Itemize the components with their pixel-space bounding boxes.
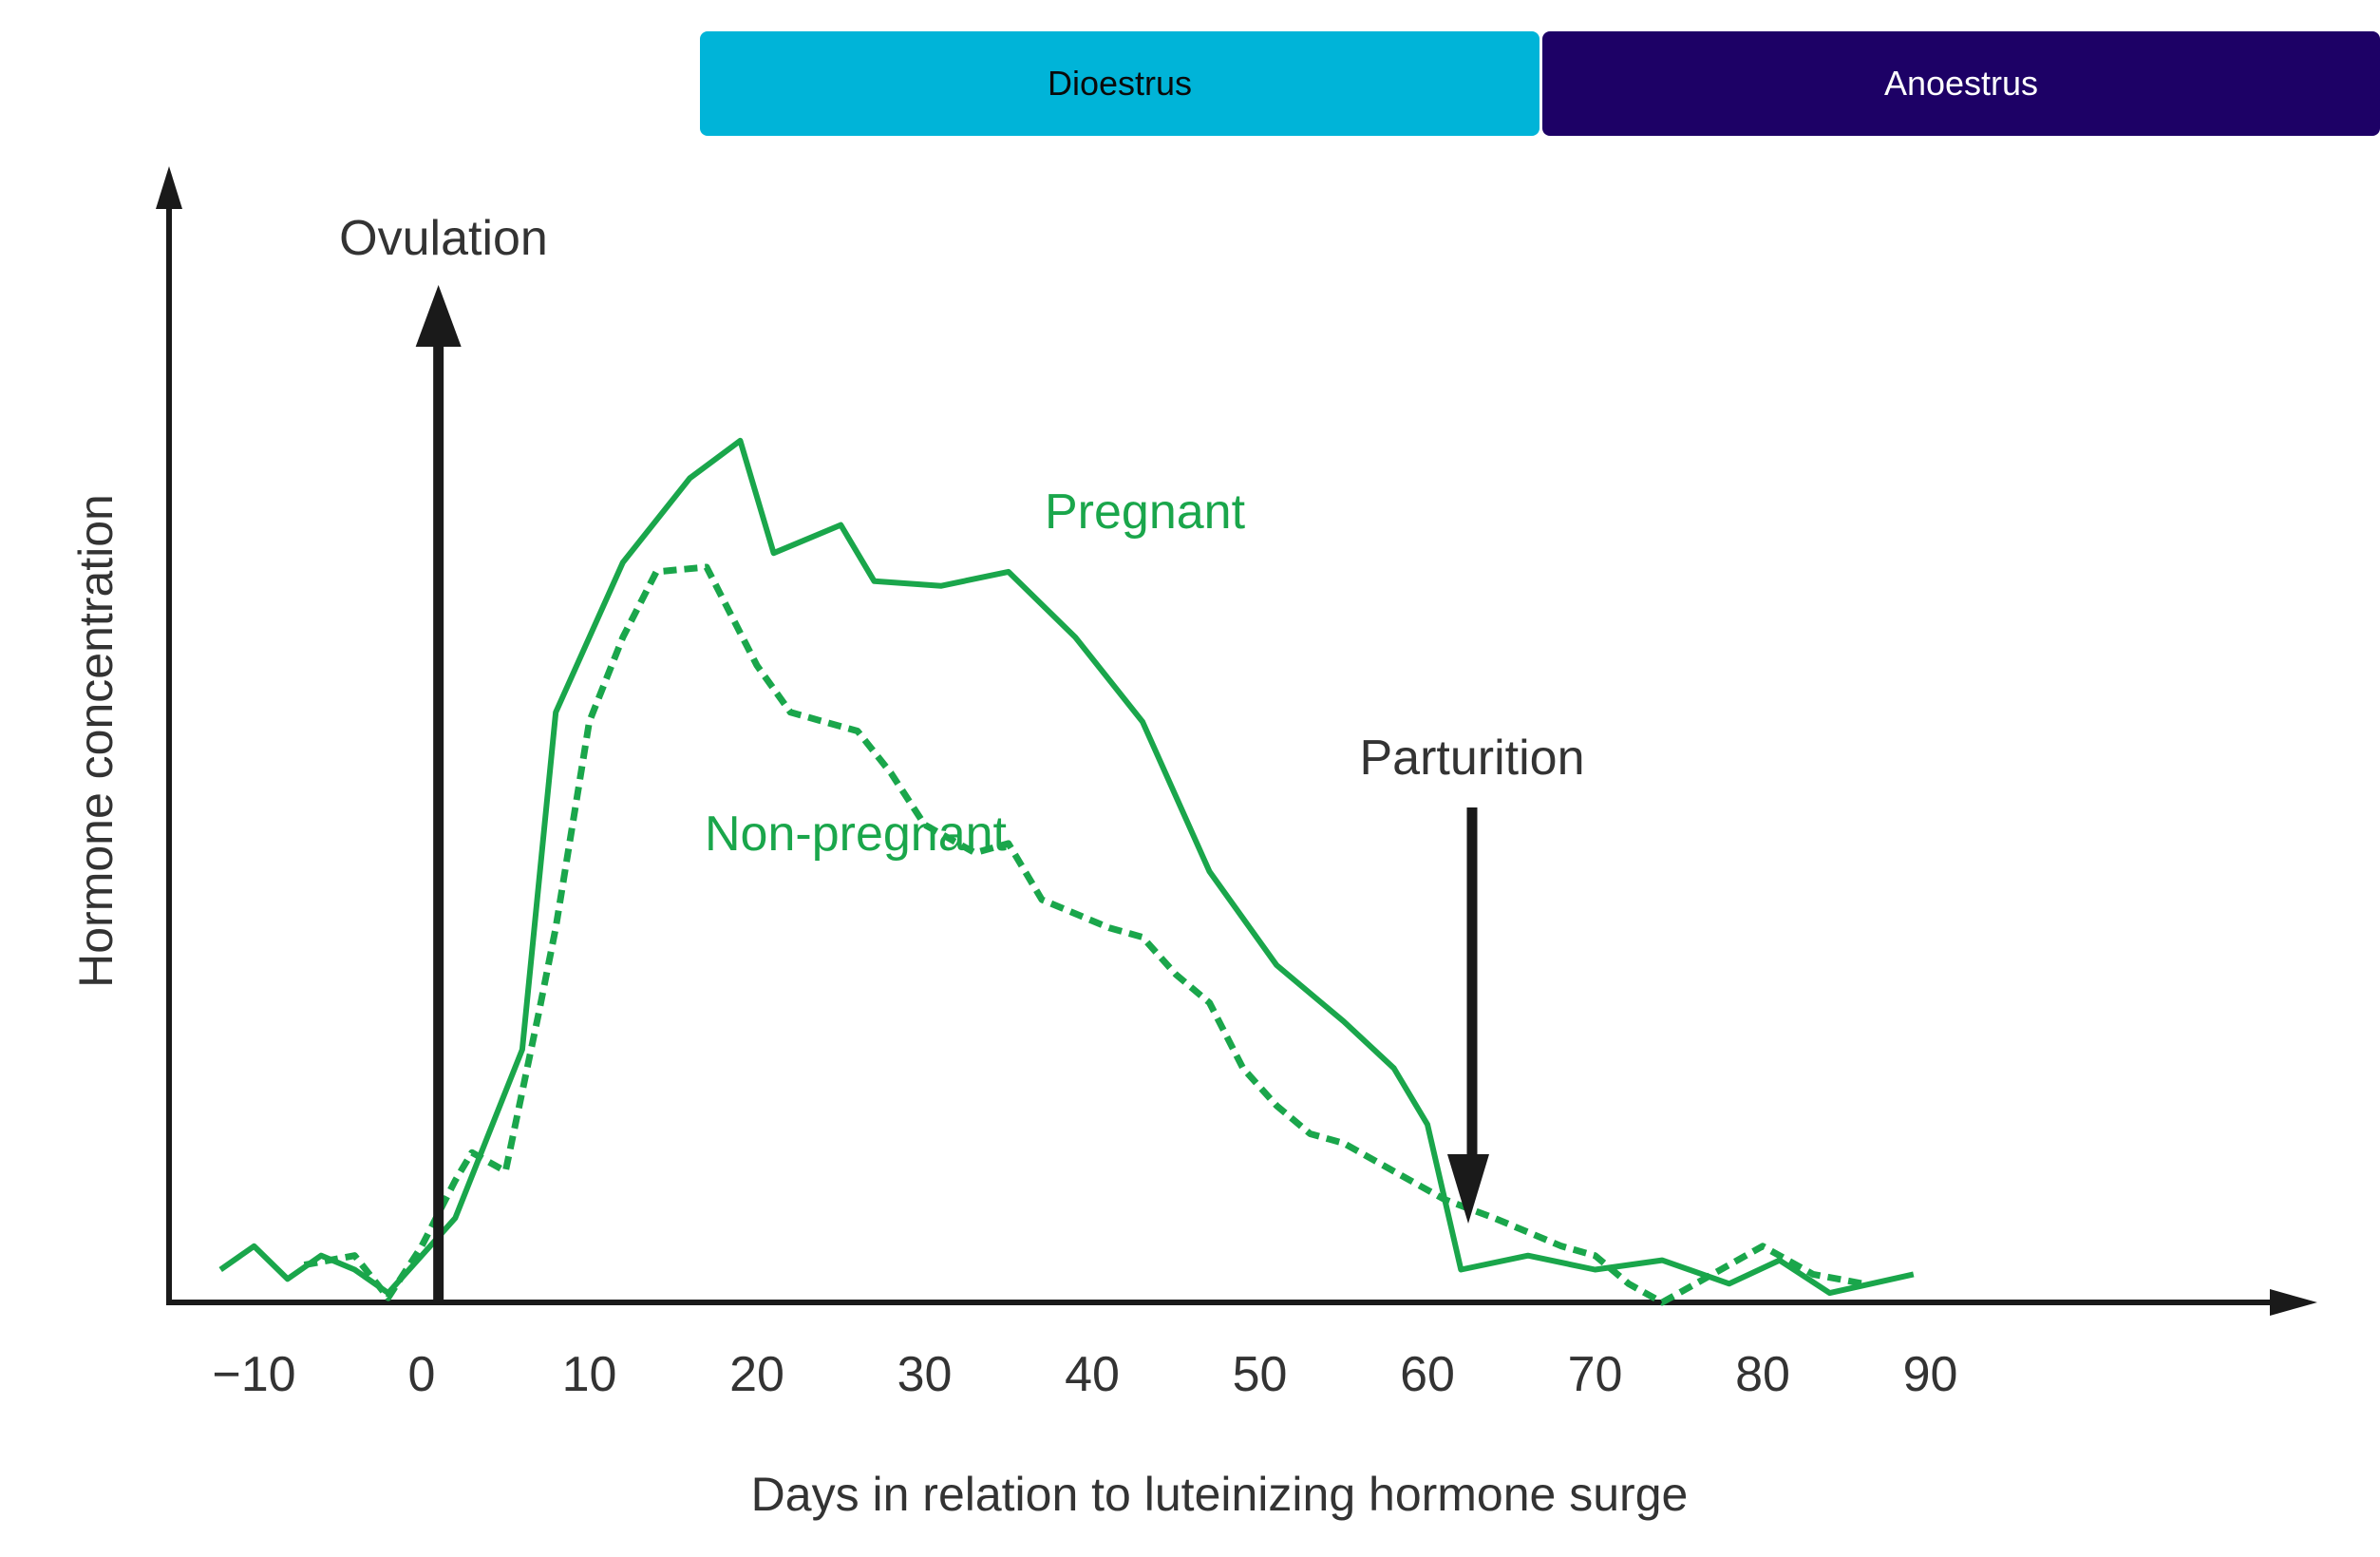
x-tick-label: 50 bbox=[1233, 1347, 1288, 1402]
x-tick-label: 20 bbox=[729, 1347, 784, 1402]
parturition-arrowhead bbox=[1447, 1154, 1489, 1224]
ovulation-arrowhead bbox=[415, 285, 462, 347]
y-axis-arrowhead bbox=[156, 166, 182, 209]
anoestrus-phase-label: Anoestrus bbox=[1542, 31, 2380, 136]
x-axis-title: Days in relation to luteinizing hormone … bbox=[751, 1468, 1689, 1521]
pregnant-series-line bbox=[218, 437, 1915, 1297]
x-tick-label: 80 bbox=[1735, 1347, 1790, 1402]
non-pregnant-series-line bbox=[303, 563, 1864, 1306]
x-tick-label: 10 bbox=[562, 1347, 617, 1402]
x-tick-label: 60 bbox=[1400, 1347, 1455, 1402]
x-axis-arrowhead bbox=[2270, 1289, 2317, 1316]
x-tick-label: −10 bbox=[212, 1347, 295, 1402]
x-tick-label: 40 bbox=[1065, 1347, 1120, 1402]
x-tick-label: 90 bbox=[1903, 1347, 1958, 1402]
y-axis-title: Hormone concentration bbox=[69, 494, 123, 988]
x-tick-label: 70 bbox=[1568, 1347, 1623, 1402]
x-tick-label: 0 bbox=[408, 1347, 436, 1402]
non-pregnant-series-label: Non-pregnant bbox=[705, 807, 1008, 862]
pregnant-series-label: Pregnant bbox=[1045, 484, 1246, 540]
ovulation-label: Ovulation bbox=[339, 211, 548, 266]
x-tick-label: 30 bbox=[897, 1347, 953, 1402]
parturition-label: Parturition bbox=[1360, 731, 1585, 786]
dioestrus-phase-label: Dioestrus bbox=[700, 31, 1539, 136]
